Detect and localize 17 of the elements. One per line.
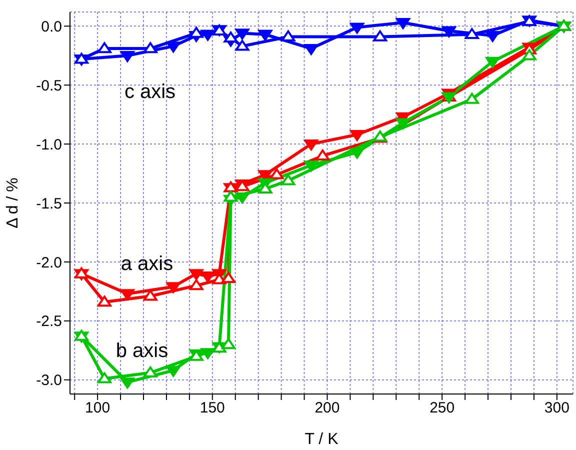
y-tick-label: -0.5 — [36, 77, 62, 94]
y-tick-label: -1.5 — [36, 195, 62, 212]
y-tick-label: -3.0 — [36, 372, 62, 390]
annotation: b axis — [114, 340, 170, 363]
y-tick-label: -1.0 — [36, 136, 62, 154]
x-tick-label: 100 — [85, 400, 110, 417]
x-tick-label: 150 — [200, 400, 225, 417]
x-tick-label: 200 — [314, 400, 340, 417]
x-tick-label: 300 — [544, 400, 570, 417]
annotation: c axis — [123, 81, 177, 104]
x-axis-title: T / K — [304, 431, 339, 448]
y-tick-label: 0.0 — [41, 18, 62, 36]
y-axis-title: Δ d / % — [4, 178, 22, 228]
y-tick-label: -2.0 — [36, 254, 62, 272]
annotation: a axis — [120, 253, 174, 276]
y-tick-label: -2.5 — [36, 313, 62, 330]
x-tick-label: 250 — [430, 400, 455, 417]
